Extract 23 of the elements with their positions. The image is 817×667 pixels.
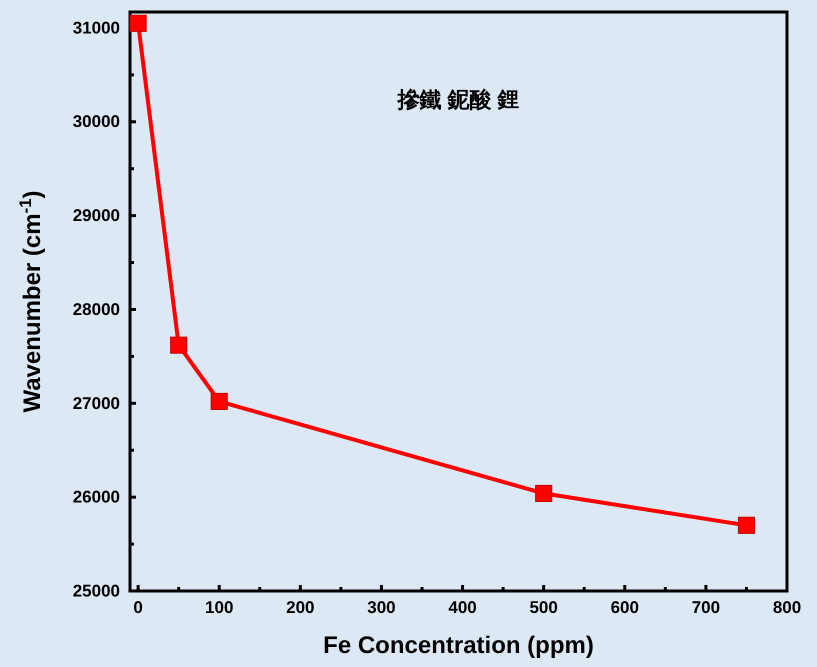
y-tick-label: 28000 bbox=[72, 300, 120, 319]
y-tick-label: 30000 bbox=[72, 112, 120, 132]
y-tick-label: 29000 bbox=[72, 206, 120, 226]
y-tick-label: 27000 bbox=[72, 394, 120, 413]
x-tick-label: 700 bbox=[692, 598, 720, 618]
x-tick-label: 200 bbox=[286, 598, 315, 618]
x-tick-label: 100 bbox=[205, 598, 234, 618]
x-tick-label: 500 bbox=[529, 598, 558, 618]
point bbox=[130, 14, 147, 32]
annotation: 摻鐵 鈮酸 鋰 bbox=[396, 87, 520, 112]
y-tick-label: 31000 bbox=[72, 18, 120, 38]
x-tick-label: 0 bbox=[133, 598, 143, 618]
y-tick-label: 26000 bbox=[72, 488, 120, 507]
x-tick-label: 800 bbox=[772, 598, 802, 618]
point bbox=[535, 484, 552, 502]
x-axis-title: Fe Concentration (ppm) bbox=[323, 632, 594, 659]
point bbox=[170, 336, 188, 354]
x-tick-label: 300 bbox=[367, 598, 396, 618]
point bbox=[210, 392, 228, 410]
x-tick-label: 400 bbox=[448, 598, 477, 618]
point bbox=[738, 516, 756, 534]
x-tick-label: 600 bbox=[610, 598, 639, 618]
y-tick-label: 25000 bbox=[72, 581, 120, 600]
